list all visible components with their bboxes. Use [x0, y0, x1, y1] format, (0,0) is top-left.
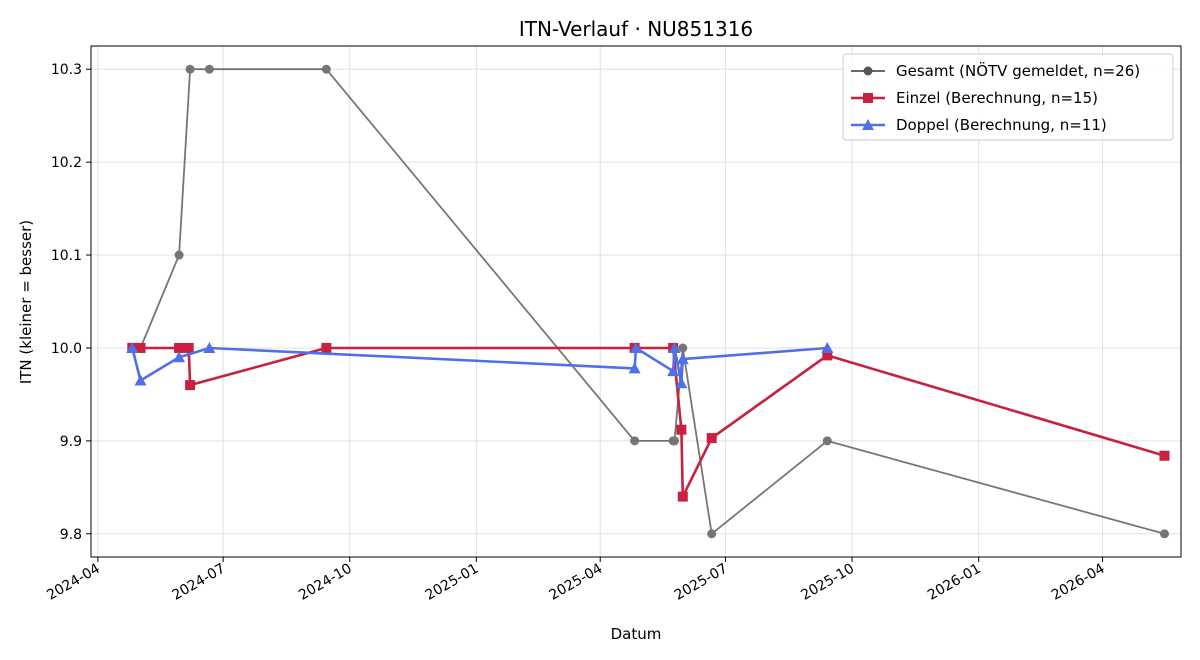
legend: Gesamt (NÖTV gemeldet, n=26) Einzel (Bere…	[842, 53, 1174, 141]
legend-label: Doppel (Berechnung, n=11)	[896, 116, 1107, 134]
data-point	[1159, 450, 1170, 461]
series-layer	[126, 64, 1170, 539]
y-tick-label: 10.0	[51, 341, 82, 357]
legend-marker	[863, 66, 873, 76]
data-point	[135, 342, 146, 353]
data-point	[707, 529, 717, 539]
data-point	[321, 64, 331, 74]
series-gesamt	[127, 64, 1169, 539]
data-point	[203, 341, 216, 353]
y-tick-label: 9.8	[60, 527, 82, 543]
data-point	[668, 341, 681, 353]
x-axis-label: Datum	[611, 625, 662, 643]
legend-entry: Einzel (Berechnung, n=15)	[851, 89, 1098, 107]
data-point	[706, 433, 717, 444]
data-point	[173, 351, 186, 363]
data-point	[676, 353, 689, 365]
data-point	[174, 250, 184, 260]
data-point	[670, 436, 680, 446]
data-point	[185, 64, 195, 74]
data-point	[677, 491, 688, 502]
data-point	[174, 342, 185, 353]
y-axis: 9.8 9.9 10.0 10.1 10.2 10.3	[51, 62, 91, 543]
data-point	[321, 342, 332, 353]
y-tick-label: 10.1	[51, 248, 82, 264]
data-point	[204, 64, 214, 74]
data-point	[822, 436, 832, 446]
y-tick-label: 10.2	[51, 155, 82, 171]
y-tick-label: 10.3	[51, 62, 82, 78]
y-axis-label: ITN (kleiner = besser)	[17, 220, 35, 384]
data-point	[675, 377, 688, 389]
data-point	[667, 365, 680, 377]
data-point	[185, 380, 196, 391]
data-point	[630, 341, 642, 353]
legend-marker	[863, 93, 873, 103]
data-point	[126, 341, 139, 353]
data-point	[676, 424, 687, 435]
data-point	[822, 350, 833, 361]
series-doppel	[126, 341, 834, 389]
data-point	[678, 343, 688, 353]
data-point	[134, 374, 147, 386]
legend-marker	[862, 119, 874, 130]
data-point	[821, 341, 834, 353]
y-tick-label: 9.9	[60, 434, 82, 450]
legend-entry: Gesamt (NÖTV gemeldet, n=26)	[851, 61, 1140, 80]
data-point	[630, 436, 640, 446]
data-point	[183, 342, 194, 353]
chart-title: ITN-Verlauf · NU851316	[519, 17, 753, 41]
data-point	[1159, 529, 1169, 539]
legend-entry: Doppel (Berechnung, n=11)	[851, 116, 1107, 134]
legend-box	[842, 53, 1174, 141]
data-point	[628, 362, 641, 374]
plot-area-frame	[90, 45, 1182, 558]
legend-label: Einzel (Berechnung, n=15)	[896, 89, 1098, 107]
legend-label: Gesamt (NÖTV gemeldet, n=26)	[896, 61, 1140, 80]
